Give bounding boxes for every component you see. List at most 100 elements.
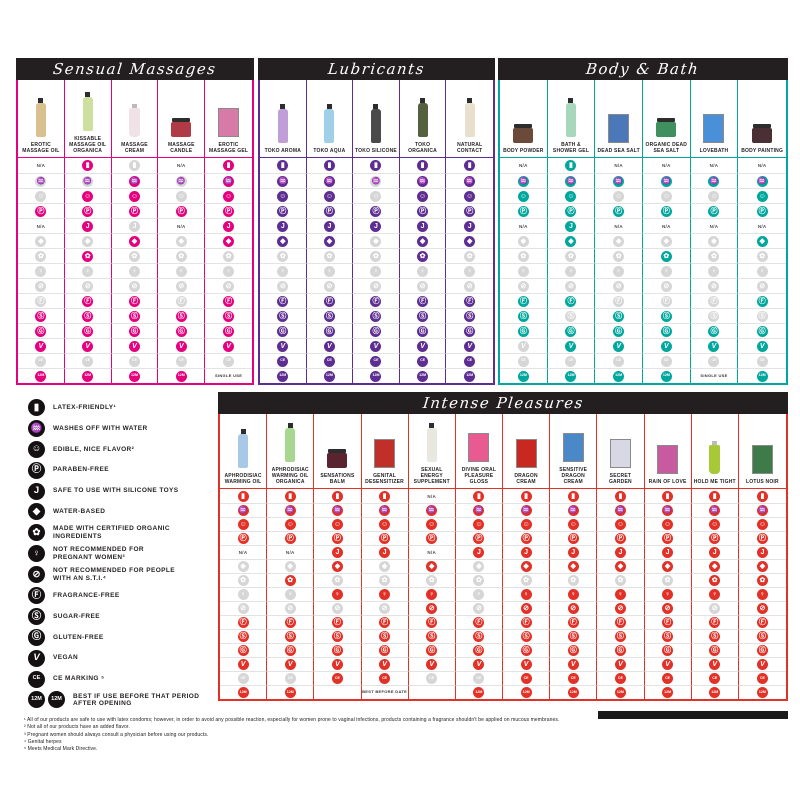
fragrance-free-icon: Ⓕ: [237, 617, 249, 628]
matrix-cell: V: [18, 338, 65, 353]
paraben-free-icon: Ⓟ: [237, 533, 249, 544]
sugar-free-icon: Ⓢ: [284, 631, 296, 642]
matrix-cell: ◆: [111, 233, 159, 248]
matrix-cell: ☺: [503, 517, 551, 531]
matrix-cell: ♒: [361, 503, 409, 517]
edible-nice-flavor-icon: ☺: [426, 519, 438, 530]
matrix-cell: ♀: [158, 263, 206, 278]
washes-off-with-water-icon: ♒: [756, 175, 768, 187]
footnote: ² Not all of our products have an added …: [24, 724, 130, 731]
water-based-icon: ◆: [223, 235, 235, 247]
matrix-cell: ☺: [314, 517, 362, 531]
matrix-cell: N/A: [500, 158, 548, 173]
fragrance-free-icon: Ⓕ: [82, 295, 94, 307]
period-after-opening-icon: 12M: [237, 687, 249, 698]
matrix-cell: J: [353, 218, 400, 233]
vegan-icon: V: [237, 659, 249, 670]
matrix-cell: V: [738, 657, 786, 671]
sugar-free-icon: Ⓢ: [426, 631, 438, 642]
matrix-cell: 12M: [500, 368, 548, 383]
fragrance-free-icon: Ⓕ: [565, 295, 577, 307]
matrix-cell: ☺: [738, 188, 786, 203]
matrix-cell: CE: [738, 671, 786, 685]
legend-icon-group: ☺: [28, 440, 45, 458]
matrix-cell: Ⓖ: [205, 323, 252, 338]
product-name: TOKO AROMA: [264, 148, 302, 154]
fragrance-free-icon: Ⓕ: [464, 295, 476, 307]
matrix-cell: ♀: [18, 263, 65, 278]
matrix-cell: ♒: [690, 173, 739, 188]
matrix-cell: ♀: [111, 263, 159, 278]
gluten-free-icon: Ⓖ: [277, 325, 289, 337]
matrix-cell: ♒: [18, 173, 65, 188]
paraben-free-icon: Ⓟ: [28, 461, 45, 479]
water-based-icon: ◆: [708, 235, 720, 247]
product-thumbnail-bottle: [464, 98, 475, 137]
sugar-free-icon: Ⓢ: [370, 310, 382, 322]
matrix-cell: CE: [158, 353, 206, 368]
latex-friendly-icon: ▮: [379, 490, 391, 502]
sugar-free-icon: Ⓢ: [517, 310, 529, 322]
ce-marking-icon: CE: [331, 673, 343, 684]
fragrance-free-icon: Ⓕ: [756, 617, 768, 628]
matrix-cell: ▮: [314, 489, 362, 503]
washes-off-with-water-icon: ♒: [660, 175, 672, 187]
vegan-icon: V: [614, 659, 626, 670]
product-cell: BATH & SHOWER GEL: [547, 80, 596, 158]
product-cell: SECRET GARDEN: [597, 414, 645, 489]
na-label: N/A: [238, 550, 248, 555]
gluten-free-icon: Ⓖ: [223, 325, 235, 337]
edible-nice-flavor-icon: ☺: [175, 190, 187, 202]
matrix-cell: ✿: [408, 573, 456, 587]
matrix-cell: ◆: [500, 233, 548, 248]
matrix-cell: 12M: [644, 685, 692, 699]
not-recommended-sti-icon: ⊘: [175, 280, 187, 292]
matrix-cell: Ⓖ: [408, 643, 456, 657]
matrix-cell: Ⓕ: [455, 615, 503, 629]
matrix-cell: V: [267, 657, 315, 671]
na-label: N/A: [176, 223, 186, 229]
matrix-cell: V: [547, 338, 596, 353]
water-based-icon: ◆: [35, 235, 47, 247]
matrix-cell: CE: [408, 671, 456, 685]
matrix-cell: Ⓕ: [690, 293, 739, 308]
legend-icon-group: ✿: [28, 524, 45, 542]
water-based-icon: ◆: [520, 561, 532, 572]
legend-label: NOT RECOMMENDED FOR PREGNANT WOMEN³: [53, 546, 145, 561]
matrix-cell: ☺: [260, 188, 307, 203]
matrix-cell: V: [550, 657, 598, 671]
table-intense-pleasures: Intense Pleasures APHRODISIAC WARMING OI…: [218, 392, 788, 701]
not-recommended-sti-icon: ⊘: [284, 603, 296, 614]
matrix-grid: EROTIC MASSAGE OIL KISSABLE MASSAGE OIL O…: [16, 80, 254, 385]
matrix-cell: ♀: [597, 587, 645, 601]
matrix-cell: ♀: [314, 587, 362, 601]
matrix-cell: ♀: [361, 587, 409, 601]
period-after-opening-icon: 12M: [370, 370, 382, 382]
matrix-cell: 12M: [111, 368, 159, 383]
not-recommended-sti-icon: ⊘: [708, 280, 720, 292]
matrix-cell: CE: [446, 353, 493, 368]
product-cell: DRAGON CREAM: [503, 414, 551, 489]
fragrance-free-icon: Ⓕ: [614, 617, 626, 628]
matrix-cell: ✿: [738, 573, 786, 587]
sugar-free-icon: Ⓢ: [35, 310, 47, 322]
matrix-cell: ⊘: [267, 601, 315, 615]
vegan-icon: V: [417, 340, 429, 352]
period-after-opening-icon: 12M: [756, 370, 768, 382]
ce-marking-icon: CE: [28, 670, 45, 688]
not-recommended-sti-icon: ⊘: [82, 280, 94, 292]
product-name: NATURAL CONTACT: [456, 142, 483, 154]
matrix-cell: ▮: [112, 158, 159, 173]
edible-nice-flavor-icon: ☺: [756, 190, 768, 202]
ce-marking-icon: CE: [708, 355, 720, 367]
matrix-cell: ☺: [547, 188, 596, 203]
vegan-icon: V: [708, 340, 720, 352]
matrix-cell: SINGLE USE: [690, 368, 739, 383]
sugar-free-icon: Ⓢ: [660, 310, 672, 322]
fragrance-free-icon: Ⓕ: [175, 295, 187, 307]
matrix-cell: ◆: [267, 559, 315, 573]
matrix-cell: Ⓖ: [550, 643, 598, 657]
matrix-cell: ♀: [690, 263, 739, 278]
fragrance-free-icon: Ⓕ: [223, 295, 235, 307]
